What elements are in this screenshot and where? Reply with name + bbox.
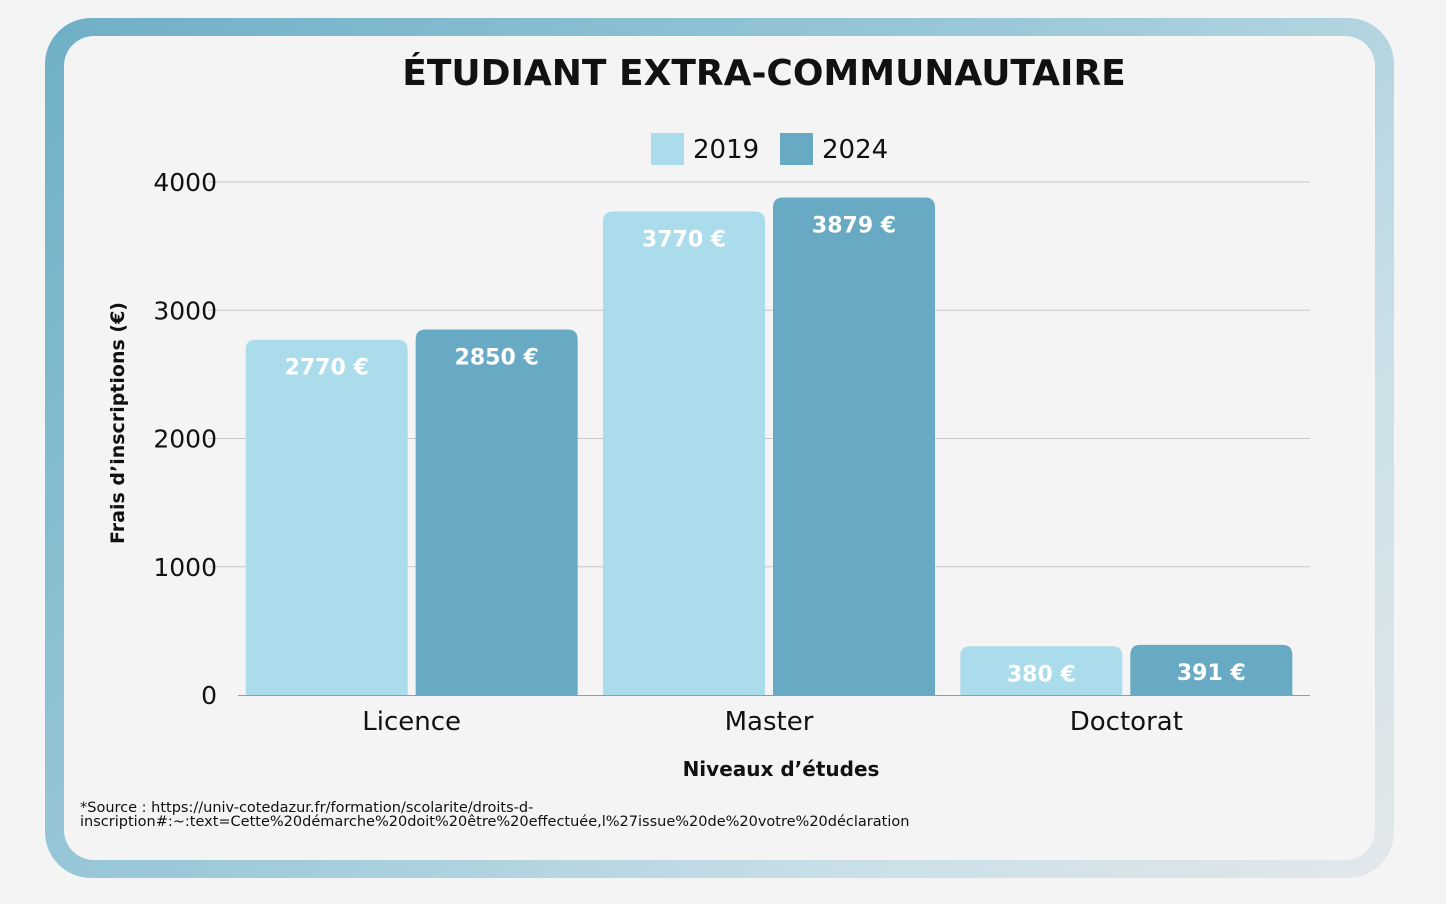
y-tick-label-3000: 3000: [153, 296, 217, 325]
x-tick-label-licence: Licence: [362, 707, 461, 737]
x-tick-label-master: Master: [725, 707, 814, 737]
y-axis-label: Frais d’inscriptions (€): [107, 302, 129, 544]
y-tick-label-2000: 2000: [153, 425, 217, 454]
bar-doctorat-2024: [1130, 644, 1293, 695]
legend-label-2024: 2024: [822, 135, 888, 165]
legend-swatch-2019: [651, 133, 684, 165]
data-label-licence-2024: 2850 €: [455, 345, 539, 370]
x-axis-label: Niveaux d’études: [683, 757, 880, 781]
x-tick-label-doctorat: Doctorat: [1070, 707, 1183, 737]
data-label-doctorat-2024: 391 €: [1177, 661, 1246, 686]
bar-master-2024: [773, 197, 935, 695]
data-label-doctorat-2019: 380 €: [1007, 662, 1076, 687]
data-label-licence-2019: 2770 €: [285, 356, 369, 381]
chart-title: ÉTUDIANT EXTRA-COMMUNAUTAIRE: [402, 52, 1126, 94]
y-tick-label-4000: 4000: [153, 168, 217, 197]
bar-licence-2019: [245, 339, 408, 695]
legend-swatch-2024: [780, 133, 813, 165]
y-tick-label-0: 0: [201, 681, 217, 710]
legend-label-2019: 2019: [693, 135, 759, 165]
source-note: *Source : https://univ-cotedazur.fr/form…: [80, 800, 910, 830]
bar-doctorat-2019: [960, 646, 1123, 695]
data-label-master-2024: 3879 €: [812, 214, 896, 239]
bar-licence-2024: [415, 329, 578, 695]
y-tick-label-1000: 1000: [153, 553, 217, 582]
bar-master-2019: [603, 211, 765, 695]
data-label-master-2019: 3770 €: [642, 227, 726, 252]
